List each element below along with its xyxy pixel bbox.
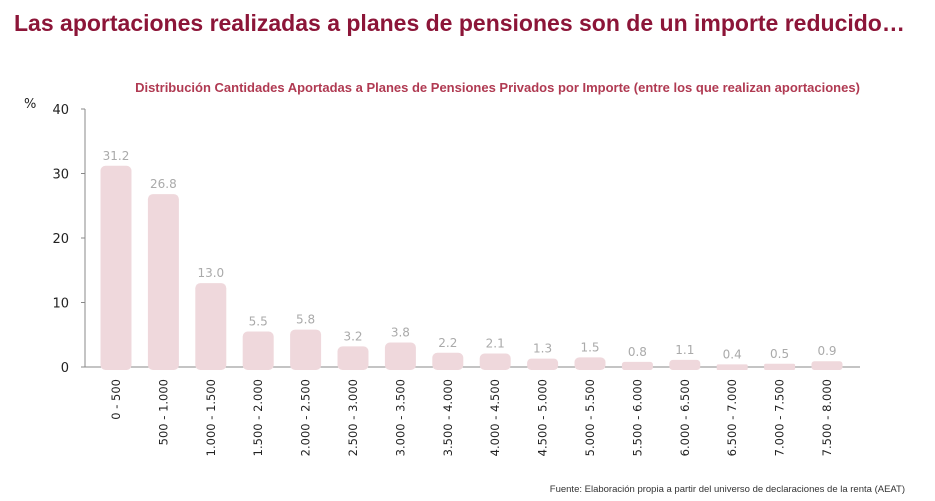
source-note: Fuente: Elaboración propia a partir del … xyxy=(549,484,905,495)
bar xyxy=(384,342,416,370)
data-label: 5.5 xyxy=(249,315,268,329)
bar xyxy=(716,364,748,370)
data-label: 1.3 xyxy=(533,342,552,356)
bar xyxy=(811,361,843,370)
bar xyxy=(479,353,511,370)
data-label: 3.2 xyxy=(343,329,362,343)
bar xyxy=(432,352,464,370)
data-label: 13.0 xyxy=(197,266,224,280)
x-tick-label: 4.000 - 4.500 xyxy=(488,379,502,456)
x-tick-label: 5.000 - 5.500 xyxy=(583,379,597,456)
bar xyxy=(337,346,369,370)
bar xyxy=(100,165,132,370)
data-label: 5.8 xyxy=(296,313,315,327)
x-tick-label: 3.500 - 4.000 xyxy=(441,379,455,456)
bar xyxy=(527,358,559,370)
data-label: 0.8 xyxy=(628,345,647,359)
bar xyxy=(242,331,274,370)
bar xyxy=(764,363,796,370)
x-tick-label: 5.500 - 6.000 xyxy=(630,379,644,456)
data-label: 1.5 xyxy=(580,340,599,354)
data-label: 26.8 xyxy=(150,177,177,191)
bar xyxy=(621,361,653,370)
y-tick-label: 30 xyxy=(52,168,69,183)
page-title: Las aportaciones realizadas a planes de … xyxy=(14,10,905,36)
x-tick-label: 6.000 - 6.500 xyxy=(678,379,692,456)
bar xyxy=(669,359,701,370)
x-tick-label: 7.500 - 8.000 xyxy=(820,379,834,456)
y-tick-label: 20 xyxy=(52,232,69,247)
x-tick-label: 1.500 - 2.000 xyxy=(251,379,265,456)
data-label: 0.9 xyxy=(817,344,836,358)
x-tick-label: 1.000 - 1.500 xyxy=(204,379,218,456)
y-tick-label: 40 xyxy=(52,103,69,118)
x-tick-label: 3.000 - 3.500 xyxy=(393,379,407,456)
bar xyxy=(574,357,606,370)
x-tick-label: 4.500 - 5.000 xyxy=(536,379,550,456)
data-label: 2.1 xyxy=(486,336,505,350)
x-tick-label: 500 - 1.000 xyxy=(156,379,170,445)
bar xyxy=(147,194,179,370)
data-label: 1.1 xyxy=(675,343,694,357)
data-label: 3.8 xyxy=(391,325,410,339)
x-tick-label: 6.500 - 7.000 xyxy=(725,379,739,456)
data-label: 0.5 xyxy=(770,347,789,361)
bar xyxy=(195,283,227,370)
bar xyxy=(290,329,322,370)
data-label: 31.2 xyxy=(103,149,130,163)
chart-title: Distribución Cantidades Aportadas a Plan… xyxy=(135,80,860,95)
y-axis-label: % xyxy=(24,97,36,112)
y-tick-label: 10 xyxy=(52,297,69,312)
x-tick-label: 2.500 - 3.000 xyxy=(346,379,360,456)
x-tick-label: 7.000 - 7.500 xyxy=(773,379,787,456)
x-tick-label: 2.000 - 2.500 xyxy=(299,379,313,456)
data-label: 0.4 xyxy=(723,347,742,361)
x-tick-label: 0 - 500 xyxy=(109,379,123,420)
y-tick-label: 0 xyxy=(61,361,69,376)
data-label: 2.2 xyxy=(438,336,457,350)
